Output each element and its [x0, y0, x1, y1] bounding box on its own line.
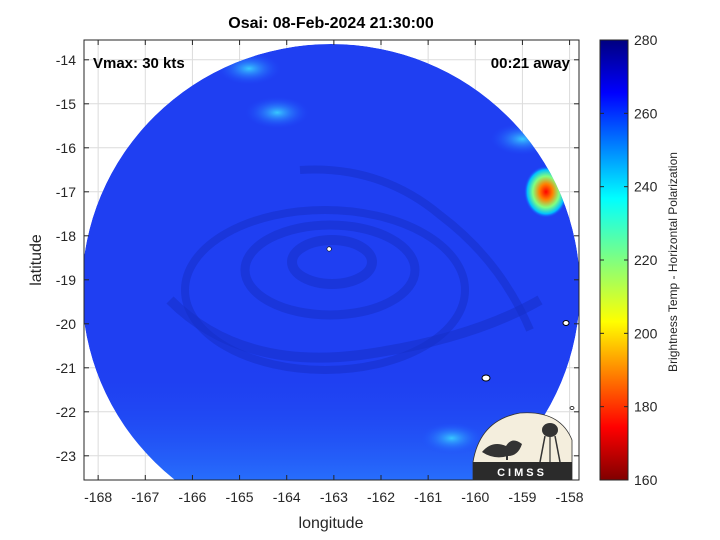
colorbar-tick-label: 160 [634, 472, 658, 488]
x-tick-label: -166 [178, 489, 206, 505]
x-tick-label: -158 [556, 489, 584, 505]
y-tick-label: -23 [56, 448, 76, 464]
logo-text: CIMSS [497, 467, 547, 479]
x-tick-label: -167 [131, 489, 159, 505]
swath-layer [84, 44, 579, 480]
y-tick-label: -22 [56, 404, 76, 420]
y-tick-label: -21 [56, 360, 76, 376]
x-axis-ticks: -168 -167 -166 -165 -164 -163 -162 -161 -160 -159… [84, 40, 584, 505]
cool-patch [245, 96, 310, 129]
colorbar-ticks: 280 260 240 220 200 180 160 [600, 32, 658, 488]
y-axis-label: latitude [28, 234, 45, 286]
y-tick-label: -17 [56, 184, 76, 200]
x-tick-label: -160 [461, 489, 489, 505]
x-tick-label: -163 [320, 489, 348, 505]
x-axis-label: longitude [299, 515, 364, 532]
y-tick-label: -14 [56, 52, 76, 68]
cool-patch [419, 422, 484, 455]
x-tick-label: -168 [84, 489, 112, 505]
y-tick-label: -19 [56, 272, 76, 288]
y-tick-label: -15 [56, 96, 76, 112]
colorbar-tick-label: 220 [634, 252, 658, 268]
colorbar-tick-label: 280 [634, 32, 658, 48]
island-marker [569, 406, 575, 410]
x-tick-label: -159 [508, 489, 536, 505]
storm-spiral-bands [166, 165, 543, 374]
y-tick-label: -18 [56, 228, 76, 244]
y-tick-label: -20 [56, 316, 76, 332]
y-axis-ticks: -14 -15 -16 -17 -18 -19 -20 -21 -22 -23 [56, 52, 579, 464]
vmax-annotation: Vmax: 30 kts [93, 55, 185, 72]
colorbar [599, 39, 629, 481]
colorbar-tick-label: 260 [634, 105, 658, 121]
x-tick-label: -162 [367, 489, 395, 505]
colorbar-label: Brightness Temp - Horizontal Polarizatio… [666, 152, 680, 372]
island-marker [562, 320, 570, 326]
colorbar-tick-label: 180 [634, 399, 658, 415]
time-away-annotation: 00:21 away [491, 55, 571, 72]
x-tick-label: -164 [273, 489, 301, 505]
cimss-logo: CIMSS [472, 412, 573, 481]
y-tick-label: -16 [56, 140, 76, 156]
x-tick-label: -165 [226, 489, 254, 505]
chart-title: Osai: 08-Feb-2024 21:30:00 [228, 15, 434, 32]
island-marker [481, 374, 491, 382]
colorbar-tick-label: 240 [634, 179, 658, 195]
colorbar-tick-label: 200 [634, 325, 658, 341]
x-tick-label: -161 [414, 489, 442, 505]
storm-center-marker [326, 246, 332, 252]
axes-box [83, 39, 580, 481]
